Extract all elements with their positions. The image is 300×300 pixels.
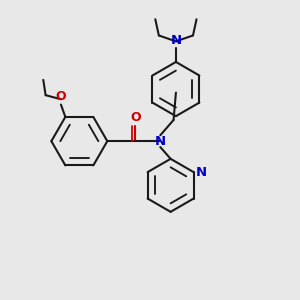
Text: N: N xyxy=(170,34,182,46)
Text: O: O xyxy=(56,90,66,103)
Text: O: O xyxy=(130,111,141,124)
Text: N: N xyxy=(195,166,206,178)
Text: N: N xyxy=(155,135,166,148)
